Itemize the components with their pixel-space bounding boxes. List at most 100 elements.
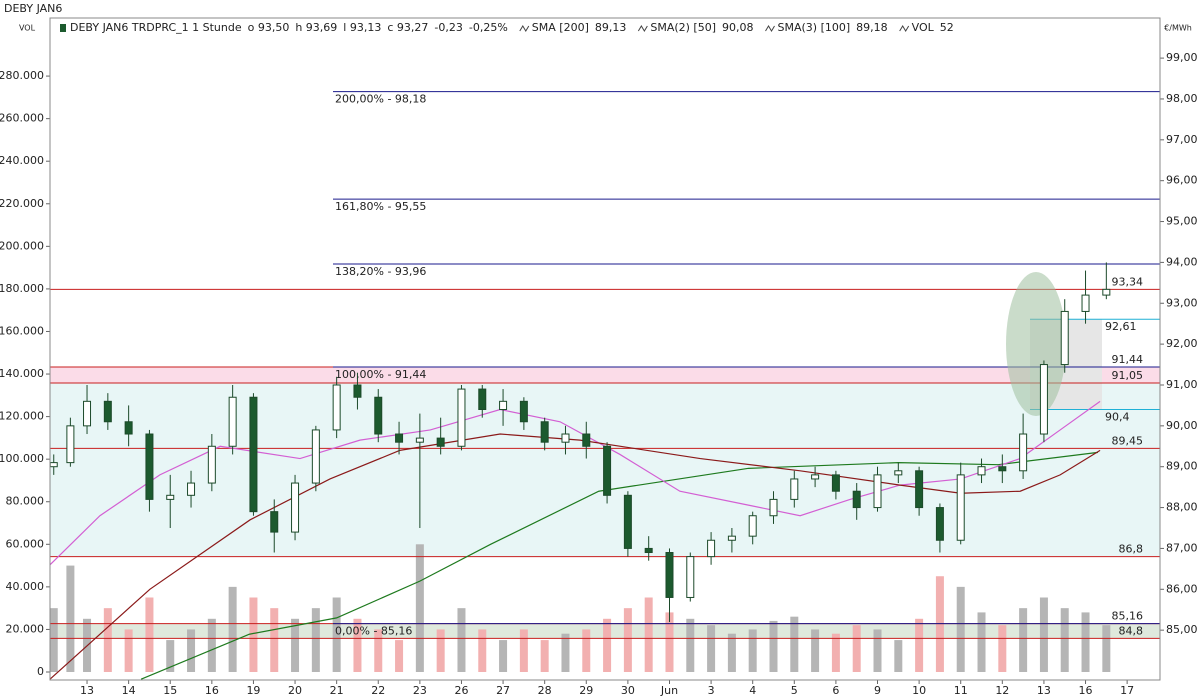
volume-bar <box>894 640 903 672</box>
candle-body <box>49 462 58 468</box>
volume-bar <box>270 608 279 672</box>
x-tick-label: 14 <box>122 684 136 697</box>
volume-bar <box>436 629 445 672</box>
x-tick-label: 19 <box>246 684 260 697</box>
volume-bar <box>873 629 882 672</box>
x-tick-label: 9 <box>874 684 881 697</box>
volume-bar <box>769 620 778 672</box>
y2-tick-label: 40.000 <box>6 580 45 593</box>
sma-line <box>140 451 1099 680</box>
volume-bar <box>998 625 1007 672</box>
volume-bar <box>956 586 965 672</box>
volume-bar <box>478 629 487 672</box>
candle-body <box>478 388 487 411</box>
candle-body <box>124 421 133 435</box>
candle-body <box>291 482 300 533</box>
candle-body <box>727 535 736 541</box>
x-tick-label: 28 <box>538 684 552 697</box>
legend-item: l 93,13 <box>343 21 381 34</box>
volume-bar <box>332 597 341 672</box>
y-axis-label-left: VOL <box>19 24 36 33</box>
candle-body <box>977 466 986 476</box>
target-label: 92,61 <box>1105 320 1137 333</box>
candle-body <box>187 482 196 496</box>
candle-body <box>894 470 903 476</box>
legend-item: 90,08 <box>722 21 754 34</box>
legend-item: -0,25% <box>469 21 508 34</box>
volume-bar <box>395 640 404 672</box>
chart-title: DEBY JAN6 <box>4 2 62 15</box>
volume-bar <box>748 629 757 672</box>
x-tick-label: 5 <box>791 684 798 697</box>
legend-item: DEBY JAN6 TRDPRC_1 1 Stunde <box>70 21 242 34</box>
y-tick-label: 93,00 <box>1166 296 1198 309</box>
x-tick-label: 16 <box>1079 684 1093 697</box>
legend: DEBY JAN6 TRDPRC_1 1 Stunde o 93,50 h 93,6… <box>60 21 954 34</box>
y-axis-label-right: €/MWh <box>1164 24 1192 33</box>
candle-body <box>228 396 237 447</box>
target-label: 90,4 <box>1105 411 1130 424</box>
candle-body <box>1060 310 1069 366</box>
volume-bar <box>707 625 716 672</box>
volume-bar <box>582 629 591 672</box>
y2-tick-label: 140.000 <box>0 367 44 380</box>
y-tick-label: 97,00 <box>1166 133 1198 146</box>
y2-tick-label: 220.000 <box>0 197 44 210</box>
candle-body <box>332 384 341 431</box>
volume-bar <box>103 608 112 672</box>
volume-bar <box>207 618 216 672</box>
y-tick-label: 89,00 <box>1166 460 1198 473</box>
price-layer <box>49 262 1111 680</box>
volume-bar <box>457 608 466 672</box>
volume-bar <box>519 629 528 672</box>
candle-body <box>644 547 653 554</box>
y2-tick-label: 260.000 <box>0 112 44 125</box>
legend-item: VOL <box>912 21 935 34</box>
volume-bar <box>644 597 653 672</box>
y2-tick-label: 200.000 <box>0 239 44 252</box>
volume-bar <box>228 586 237 672</box>
x-tick-label: 23 <box>413 684 427 697</box>
volume-bar <box>727 633 736 672</box>
level-label: 93,34 <box>1112 275 1144 288</box>
volume-bar <box>852 625 861 672</box>
volume-bar <box>374 629 383 672</box>
legend-item: c 93,27 <box>387 21 428 34</box>
y-tick-label: 92,00 <box>1166 337 1198 350</box>
candle-body <box>145 433 154 500</box>
candle-body <box>1019 433 1028 472</box>
volume-bar <box>1060 608 1069 672</box>
resistance-band <box>50 367 1160 383</box>
candle-body <box>665 552 674 598</box>
x-tick-label: 13 <box>80 684 94 697</box>
fib-label: 138,20% - 93,96 <box>335 265 426 278</box>
x-tick-label: 27 <box>496 684 510 697</box>
y2-tick-label: 100.000 <box>0 452 44 465</box>
fib-label: 100,00% - 91,44 <box>335 368 426 381</box>
legend-icon <box>765 25 775 32</box>
y2-tick-label: 20.000 <box>6 622 45 635</box>
y2-tick-label: 280.000 <box>0 69 44 82</box>
candle-body <box>956 474 965 541</box>
legend-icon <box>637 25 648 32</box>
candle-body <box>457 388 466 447</box>
volume-bar <box>540 640 549 672</box>
y2-tick-label: 60.000 <box>6 537 45 550</box>
y2-tick-label: 0 <box>37 665 44 678</box>
volume-bar <box>1019 608 1028 672</box>
volume-bar <box>124 629 133 672</box>
volume-bar <box>561 633 570 672</box>
x-tick-label: 10 <box>912 684 926 697</box>
volume-bar <box>977 612 986 672</box>
volume-bar <box>187 629 196 672</box>
candle-body <box>519 400 528 423</box>
candle-body <box>166 494 175 500</box>
volume-bar <box>311 608 320 672</box>
candle-body <box>1039 364 1048 435</box>
candle-body <box>415 437 424 443</box>
volume-bar <box>831 633 840 672</box>
y-tick-label: 86,00 <box>1166 582 1198 595</box>
volume-bar <box>415 544 424 672</box>
